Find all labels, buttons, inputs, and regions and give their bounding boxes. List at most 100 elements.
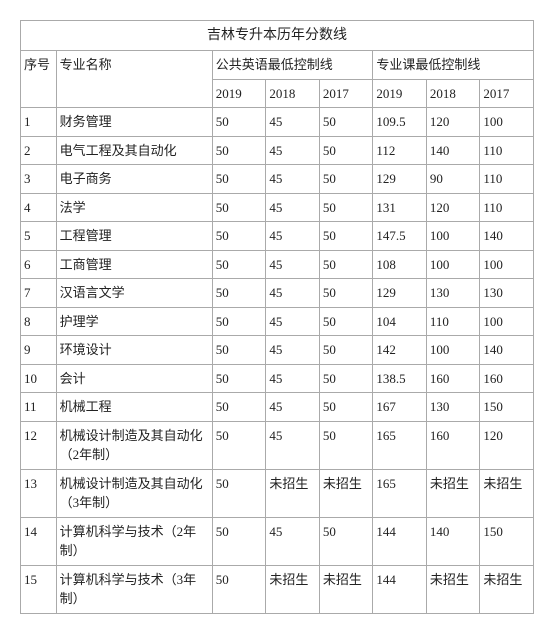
cell-english: 45 <box>266 165 320 194</box>
cell-name: 护理学 <box>56 307 212 336</box>
cell-name: 电气工程及其自动化 <box>56 136 212 165</box>
cell-major: 131 <box>373 193 427 222</box>
cell-major: 130 <box>426 279 480 308</box>
cell-major: 140 <box>426 517 480 565</box>
cell-idx: 11 <box>21 393 57 422</box>
table-title: 吉林专升本历年分数线 <box>21 21 534 51</box>
cell-major: 160 <box>480 364 534 393</box>
cell-major: 144 <box>373 517 427 565</box>
cell-name: 会计 <box>56 364 212 393</box>
cell-english: 未招生 <box>266 469 320 517</box>
cell-english: 50 <box>319 421 373 469</box>
cell-major: 104 <box>373 307 427 336</box>
cell-major: 未招生 <box>480 565 534 613</box>
cell-english: 45 <box>266 307 320 336</box>
cell-major: 165 <box>373 469 427 517</box>
cell-idx: 13 <box>21 469 57 517</box>
cell-major: 129 <box>373 279 427 308</box>
cell-major: 165 <box>373 421 427 469</box>
cell-english: 50 <box>212 565 266 613</box>
cell-name: 财务管理 <box>56 108 212 137</box>
cell-english: 50 <box>212 193 266 222</box>
table-row: 2电气工程及其自动化504550112140110 <box>21 136 534 165</box>
cell-english: 未招生 <box>266 565 320 613</box>
cell-english: 45 <box>266 393 320 422</box>
cell-major: 未招生 <box>480 469 534 517</box>
cell-idx: 3 <box>21 165 57 194</box>
cell-english: 50 <box>319 193 373 222</box>
cell-english: 50 <box>319 307 373 336</box>
cell-major: 100 <box>480 307 534 336</box>
table-row: 12机械设计制造及其自动化（2年制）504550165160120 <box>21 421 534 469</box>
cell-english: 50 <box>319 364 373 393</box>
cell-english: 50 <box>212 136 266 165</box>
cell-major: 110 <box>480 165 534 194</box>
cell-major: 100 <box>426 250 480 279</box>
table-body: 1财务管理504550109.51201002电气工程及其自动化50455011… <box>21 108 534 614</box>
cell-idx: 10 <box>21 364 57 393</box>
cell-major: 138.5 <box>373 364 427 393</box>
cell-major: 160 <box>426 421 480 469</box>
table-row: 7汉语言文学504550129130130 <box>21 279 534 308</box>
cell-name: 电子商务 <box>56 165 212 194</box>
table-row: 5工程管理504550147.5100140 <box>21 222 534 251</box>
cell-english: 50 <box>319 393 373 422</box>
cell-english: 50 <box>212 307 266 336</box>
cell-english: 50 <box>212 279 266 308</box>
cell-major: 100 <box>480 250 534 279</box>
cell-major: 120 <box>426 108 480 137</box>
cell-major: 110 <box>426 307 480 336</box>
cell-english: 未招生 <box>319 469 373 517</box>
table-row: 6工商管理504550108100100 <box>21 250 534 279</box>
cell-name: 机械工程 <box>56 393 212 422</box>
cell-english: 45 <box>266 136 320 165</box>
header-major: 专业课最低控制线 <box>373 51 534 80</box>
cell-name: 工程管理 <box>56 222 212 251</box>
cell-idx: 6 <box>21 250 57 279</box>
cell-english: 45 <box>266 193 320 222</box>
cell-english: 50 <box>319 222 373 251</box>
cell-english: 未招生 <box>319 565 373 613</box>
cell-idx: 14 <box>21 517 57 565</box>
cell-major: 129 <box>373 165 427 194</box>
header-maj-2017: 2017 <box>480 79 534 108</box>
header-idx: 序号 <box>21 51 57 108</box>
cell-major: 150 <box>480 393 534 422</box>
cell-english: 45 <box>266 250 320 279</box>
cell-major: 142 <box>373 336 427 365</box>
cell-english: 50 <box>212 393 266 422</box>
cell-name: 汉语言文学 <box>56 279 212 308</box>
table-row: 14计算机科学与技术（2年制）504550144140150 <box>21 517 534 565</box>
cell-name: 环境设计 <box>56 336 212 365</box>
cell-major: 167 <box>373 393 427 422</box>
cell-english: 50 <box>319 279 373 308</box>
cell-english: 45 <box>266 279 320 308</box>
table-row: 10会计504550138.5160160 <box>21 364 534 393</box>
table-row: 3电子商务50455012990110 <box>21 165 534 194</box>
header-maj-2018: 2018 <box>426 79 480 108</box>
cell-major: 108 <box>373 250 427 279</box>
header-eng-2018: 2018 <box>266 79 320 108</box>
cell-major: 144 <box>373 565 427 613</box>
cell-english: 50 <box>212 222 266 251</box>
score-table: 吉林专升本历年分数线 序号 专业名称 公共英语最低控制线 专业课最低控制线 20… <box>20 20 534 614</box>
header-english: 公共英语最低控制线 <box>212 51 373 80</box>
cell-name: 计算机科学与技术（3年制） <box>56 565 212 613</box>
cell-major: 110 <box>480 136 534 165</box>
cell-major: 100 <box>426 336 480 365</box>
cell-major: 160 <box>426 364 480 393</box>
cell-english: 50 <box>212 108 266 137</box>
cell-name: 机械设计制造及其自动化（3年制） <box>56 469 212 517</box>
cell-major: 147.5 <box>373 222 427 251</box>
cell-major: 109.5 <box>373 108 427 137</box>
table-row: 11机械工程504550167130150 <box>21 393 534 422</box>
table-row: 4法学504550131120110 <box>21 193 534 222</box>
cell-major: 120 <box>480 421 534 469</box>
cell-major: 130 <box>480 279 534 308</box>
cell-english: 50 <box>319 108 373 137</box>
cell-major: 100 <box>480 108 534 137</box>
cell-name: 计算机科学与技术（2年制） <box>56 517 212 565</box>
table-row: 15计算机科学与技术（3年制）50未招生未招生144未招生未招生 <box>21 565 534 613</box>
table-row: 13机械设计制造及其自动化（3年制）50未招生未招生165未招生未招生 <box>21 469 534 517</box>
cell-major: 120 <box>426 193 480 222</box>
